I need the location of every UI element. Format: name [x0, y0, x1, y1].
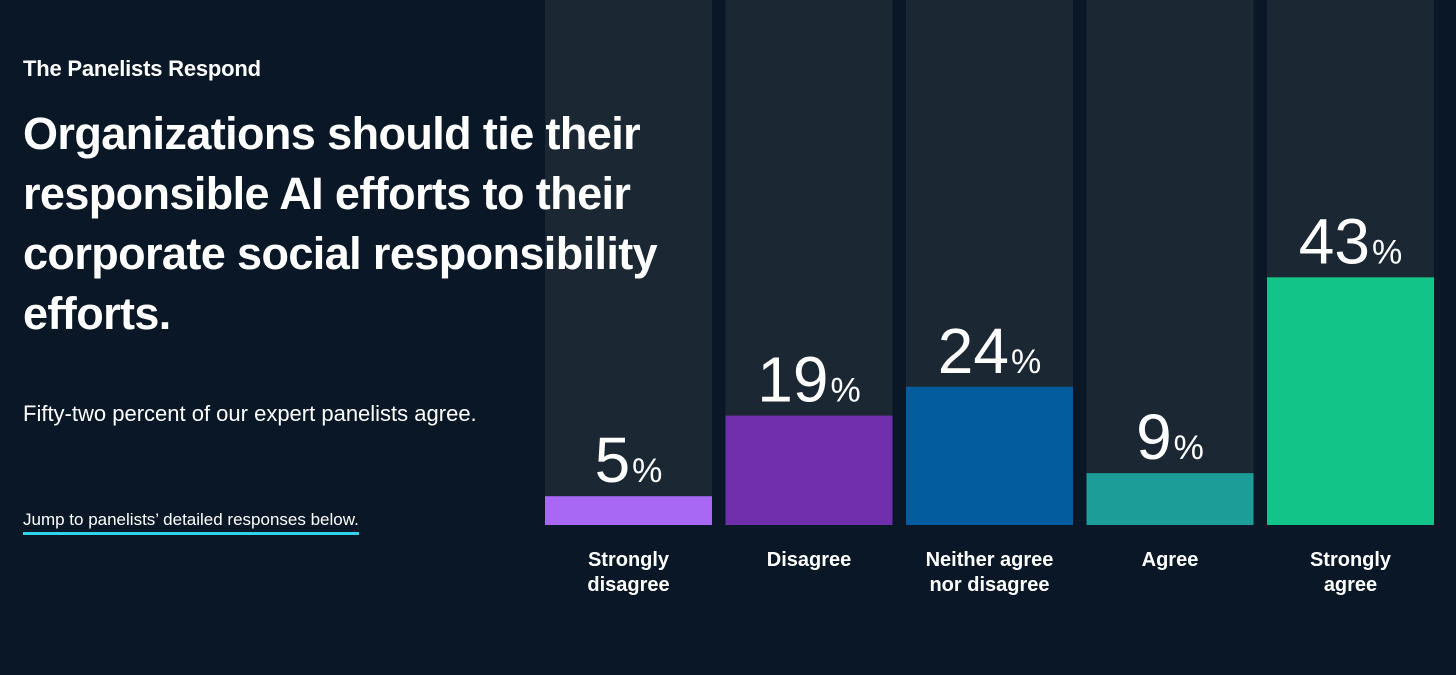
section-kicker: The Panelists Respond — [23, 56, 261, 81]
data-label: 43% — [1299, 205, 1402, 277]
tick-label: Strongly disagree — [587, 549, 670, 596]
bar — [545, 496, 712, 525]
bar — [906, 386, 1073, 525]
bar — [1267, 277, 1434, 525]
tick-label: Disagree — [767, 549, 852, 571]
tick-label: Neither agree nor disagree — [926, 549, 1054, 596]
data-label: 5% — [595, 424, 663, 496]
page-title: Organizations should tie their responsib… — [23, 108, 658, 339]
tick-label: Agree — [1142, 549, 1199, 571]
data-label: 19% — [757, 344, 860, 416]
data-label: 24% — [938, 315, 1041, 387]
bar — [1086, 473, 1254, 525]
bar-track — [545, 0, 712, 525]
bar-track — [1086, 0, 1254, 525]
summary-text: Fifty-two percent of our expert panelist… — [23, 401, 477, 426]
data-label: 9% — [1136, 401, 1204, 473]
bar — [725, 415, 893, 525]
tick-label: Strongly agree — [1310, 549, 1392, 596]
jump-to-responses-link[interactable]: Jump to panelists’ detailed responses be… — [23, 510, 359, 535]
